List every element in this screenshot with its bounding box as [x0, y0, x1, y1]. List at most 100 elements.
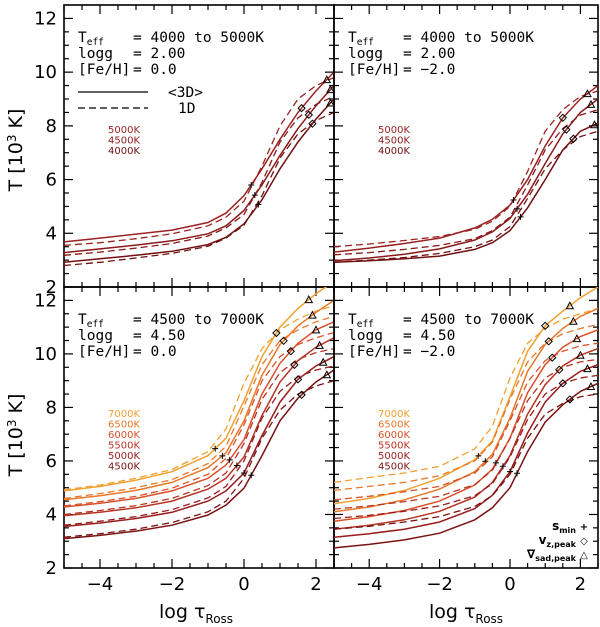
- legend-entry-6000K: 6000K: [108, 430, 140, 441]
- legend-entry-4500K: 4500K: [108, 136, 140, 147]
- series-line-1d: [334, 130, 598, 263]
- series-line-3d: [334, 98, 598, 262]
- y-tick-label: 2: [46, 558, 57, 579]
- ann-key: Teff: [78, 30, 104, 48]
- marker-gradpeak: [576, 350, 585, 359]
- ann-key: logg: [348, 46, 383, 62]
- marker-smin: [248, 181, 255, 188]
- marker-legend-symbol: ◇: [580, 536, 588, 547]
- marker-gradpeak: [322, 370, 332, 379]
- ann-value: = 0.0: [133, 344, 177, 360]
- marker-legend-label: smin: [552, 519, 576, 535]
- legend-entry-6500K: 6500K: [108, 420, 140, 431]
- legend-3d-label: <3D>: [168, 85, 203, 101]
- marker-gradpeak: [569, 316, 578, 325]
- marker-smin: [219, 452, 226, 459]
- series-4000K: [64, 98, 334, 267]
- series-line-1d: [334, 109, 598, 256]
- y-axis-label-bottom: T [103 K]: [5, 394, 27, 478]
- series-5500K: [334, 347, 598, 530]
- marker-gradpeak: [583, 89, 592, 98]
- legend-entry-5000K: 5000K: [378, 451, 410, 462]
- marker-gradpeak: [590, 120, 598, 129]
- x-tick-label: −4: [356, 574, 383, 595]
- marker-smin: [233, 462, 240, 469]
- marker-smin: [492, 459, 499, 466]
- legend-entry-4500K: 4500K: [378, 462, 410, 473]
- ann-value: = −2.0: [403, 62, 455, 78]
- y-axis-label-top: T [103 K]: [5, 109, 27, 193]
- curves: [64, 287, 334, 540]
- legend-entry-5500K: 5500K: [108, 441, 140, 452]
- ann-value: = 4500 to 7000K: [403, 312, 534, 328]
- marker-gradpeak: [304, 295, 314, 304]
- series-6500K: [64, 299, 334, 501]
- panel-top-left: 2 4 6 8 10 12 Teff = 4000 to 5000K logg = 2.00[Fe…: [34, 4, 335, 298]
- marker-gradpeak: [322, 75, 332, 84]
- marker-gradpeak: [318, 357, 328, 366]
- ann-value: = 2.00: [403, 46, 455, 62]
- marker-vzpeak: [304, 110, 314, 120]
- legend-entry-6000K: 6000K: [378, 430, 410, 441]
- marker-vzpeak: [555, 365, 564, 374]
- legend-entry-5500K: 5500K: [378, 441, 410, 452]
- series-line-1d: [64, 305, 334, 491]
- series-line-3d: [64, 287, 328, 492]
- series-4500K: [334, 381, 598, 549]
- series-line-3d: [334, 347, 598, 530]
- legend-entry-5000K: 5000K: [108, 451, 140, 462]
- series-4500K: [64, 369, 334, 540]
- marker-vzpeak: [286, 347, 296, 356]
- marker-vzpeak: [308, 119, 317, 128]
- ann-key: Teff: [348, 312, 374, 330]
- series-line-1d: [334, 358, 598, 510]
- series-line-1d: [334, 342, 598, 501]
- ann-value: = −2.0: [403, 344, 455, 360]
- ann-value: = 4000 to 5000K: [133, 30, 264, 46]
- series-line-3d: [64, 85, 334, 254]
- marker-vzpeak: [544, 337, 553, 346]
- marker-vzpeak: [565, 395, 575, 404]
- ann-value: = 2.00: [133, 46, 185, 62]
- marker-vzpeak: [297, 103, 306, 113]
- ann-value: = 4.50: [403, 328, 455, 344]
- y-tick-label: 6: [46, 170, 57, 191]
- series-line-1d: [64, 331, 334, 507]
- series-6000K: [334, 329, 598, 522]
- series-6500K: [334, 307, 598, 513]
- marker-smin: [517, 213, 524, 220]
- series-4500K: [64, 85, 334, 256]
- legend-entry-6500K: 6500K: [378, 420, 410, 431]
- ann-value: = 0.0: [133, 62, 177, 78]
- ann-key: Teff: [348, 30, 374, 48]
- ann-key: [Fe/H]: [78, 62, 130, 78]
- marker-smin: [212, 445, 219, 452]
- marker-smin: [248, 472, 255, 479]
- marker-gradpeak: [326, 85, 334, 94]
- x-tick-label: 0: [238, 574, 249, 595]
- ann-key: [Fe/H]: [78, 344, 130, 360]
- series-5000K: [334, 363, 598, 538]
- series-line-1d: [334, 393, 598, 530]
- marker-vzpeak: [548, 353, 557, 362]
- ann-value: = 4.50: [133, 328, 185, 344]
- x-tick-label: 0: [504, 574, 515, 595]
- marker-vzpeak: [558, 379, 568, 388]
- y-tick-label: 12: [34, 290, 57, 311]
- legend-entry-5000K: 5000K: [108, 125, 140, 136]
- legend-1d-label: 1D: [178, 101, 195, 117]
- marker-gradpeak: [586, 99, 596, 108]
- marker-gradpeak: [572, 334, 582, 343]
- series-line-1d: [64, 76, 334, 247]
- marker-smin: [255, 201, 262, 208]
- marker-gradpeak: [326, 98, 334, 107]
- y-tick-label: 6: [46, 451, 57, 472]
- marker-legend-label: vz,peak: [539, 533, 577, 549]
- panel-bottom-left: 2 4 6 8 10 12 −4 −2 0 2 Teff = 4500 to 7000K logg = 4…: [34, 286, 335, 595]
- series-line-3d: [64, 98, 334, 264]
- legend-entry-7000K: 7000K: [108, 409, 140, 420]
- series-line-1d: [334, 90, 598, 248]
- series-line-3d: [64, 369, 334, 540]
- series-line-3d: [64, 299, 334, 501]
